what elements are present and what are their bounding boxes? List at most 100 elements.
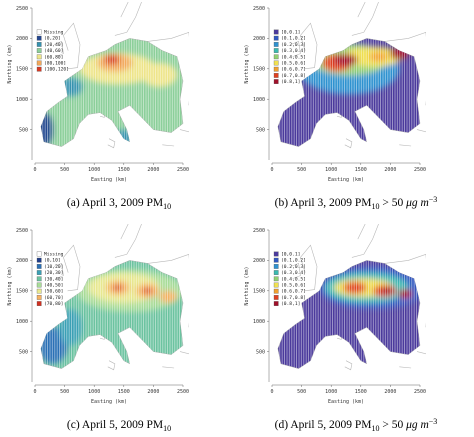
x-tick-label: 2000 (147, 389, 159, 395)
legend-swatch (273, 42, 279, 47)
caption-unit: μg m (405, 419, 429, 431)
caption-superscript: −3 (429, 417, 438, 426)
x-tick-label: 2500 (177, 389, 189, 395)
legend-swatch (36, 276, 42, 282)
map (40, 2, 189, 149)
legend-swatch (273, 282, 279, 288)
legend-swatch (36, 66, 42, 72)
y-tick-label: 1500 (253, 289, 265, 295)
caption-subscript: 10 (371, 202, 379, 211)
legend-swatch (273, 73, 279, 78)
coastline (179, 351, 189, 355)
caption: (d) April 5, 2009 PM10 > 50 μg m−3 (275, 417, 438, 433)
y-tick-label: 2000 (253, 36, 265, 42)
legend-swatch (36, 301, 42, 306)
coastline (179, 129, 189, 133)
x-tick-label: 0 (33, 389, 36, 395)
y-tick-label: 2000 (253, 258, 265, 264)
coastline (384, 31, 426, 106)
y-tick-label: 1500 (16, 67, 28, 73)
legend-swatch (36, 42, 42, 47)
legend-label: (0,10] (44, 258, 61, 264)
y-tick-label: 500 (256, 349, 265, 355)
coastline (300, 244, 318, 292)
y-tick-label: 500 (19, 349, 28, 355)
legend-label: [0,0.1] (281, 30, 300, 36)
y-tick-label: 1000 (253, 319, 265, 325)
x-axis-label: Easting (km) (91, 177, 127, 183)
legend-label: (0.1,0.2] (281, 36, 306, 42)
legend-swatch (36, 264, 42, 269)
legend-swatch (36, 257, 42, 263)
legend-label: (0,20] (44, 36, 61, 42)
legend-swatch (36, 29, 42, 35)
x-tick-label: 1500 (118, 389, 130, 395)
caption-text: (c) April 5, 2009 PM (67, 419, 163, 431)
caption-text: (b) April 3, 2009 PM (275, 197, 372, 209)
legend-swatch (36, 251, 42, 257)
legend: [0,0.1](0.1,0.2](0.2,0.3](0.3,0.4](0.4,0… (273, 252, 306, 307)
panel: 0 500 1000 1500 2000 2500 500 1000 1500 2000 2500 E… (244, 224, 438, 433)
x-tick-label: 500 (297, 167, 306, 173)
legend-swatch (273, 295, 279, 300)
caption: (a) April 3, 2009 PM10 (67, 197, 171, 211)
legend-swatch (273, 264, 279, 269)
legend-label: (20,30] (44, 270, 63, 276)
x-tick-label: 500 (60, 167, 69, 173)
legend-label: (0.3,0.4] (281, 270, 306, 276)
legend-label: (0.1,0.2] (281, 258, 306, 264)
legend-swatch (36, 288, 42, 294)
coastline (290, 262, 301, 279)
legend-swatch (36, 35, 42, 41)
caption-unit: μg m (405, 197, 429, 209)
coastline (300, 22, 318, 70)
legend-label: Missing (44, 30, 64, 36)
y-tick-label: 1000 (16, 97, 28, 103)
legend-label: Missing (44, 252, 64, 258)
legend-swatch (273, 48, 279, 53)
coastline (344, 138, 353, 149)
legend-label: [0,0.1] (281, 252, 300, 258)
y-tick-label: 2500 (16, 6, 28, 12)
x-tick-label: 1500 (355, 389, 367, 395)
legend-swatch (36, 48, 42, 53)
coastline (114, 2, 142, 36)
coastline (147, 253, 189, 328)
caption-text: (a) April 3, 2009 PM (67, 197, 163, 209)
legend-swatch (273, 54, 279, 60)
coastline (114, 224, 142, 258)
legend-label: (30,40] (44, 276, 63, 282)
legend-label: (70,80] (44, 301, 63, 307)
caption: (b) April 3, 2009 PM10 > 50 μg m−3 (275, 195, 438, 211)
legend-swatch (36, 270, 42, 275)
panel: 0 500 1000 1500 2000 2500 500 1000 1500 2000 2500 E… (7, 2, 189, 211)
x-tick-label: 1500 (118, 167, 130, 173)
x-tick-label: 1500 (355, 167, 367, 173)
x-tick-label: 0 (33, 167, 36, 173)
caption-text: (d) April 5, 2009 PM (275, 419, 372, 431)
x-tick-label: 2500 (177, 167, 189, 173)
legend-swatch (273, 276, 279, 282)
legend-label: (0.5,0.6] (281, 61, 306, 67)
y-tick-label: 2500 (253, 228, 265, 234)
caption-text: > 50 (379, 197, 406, 209)
legend-label: (0.2,0.3] (281, 264, 306, 270)
legend-label: (10,20] (44, 264, 63, 270)
x-tick-label: 2500 (414, 167, 426, 173)
coastline (53, 40, 64, 57)
legend-swatch (273, 288, 279, 294)
map-surface (40, 38, 184, 147)
legend-label: (80,100] (44, 61, 66, 67)
coastline (53, 262, 64, 279)
legend-label: (0.8,1] (281, 301, 300, 307)
legend-swatch (273, 257, 279, 263)
coastline (147, 31, 189, 106)
y-tick-label: 500 (256, 127, 265, 133)
legend: [0,0.1](0.1,0.2](0.2,0.3](0.3,0.4](0.4,0… (273, 30, 306, 85)
coastline (384, 253, 426, 328)
legend-label: (0.5,0.6] (281, 283, 306, 289)
y-tick-label: 2500 (253, 6, 265, 12)
x-tick-label: 1000 (88, 389, 100, 395)
coastline (162, 144, 175, 147)
legend-label: (0.7,0.8] (281, 73, 306, 79)
